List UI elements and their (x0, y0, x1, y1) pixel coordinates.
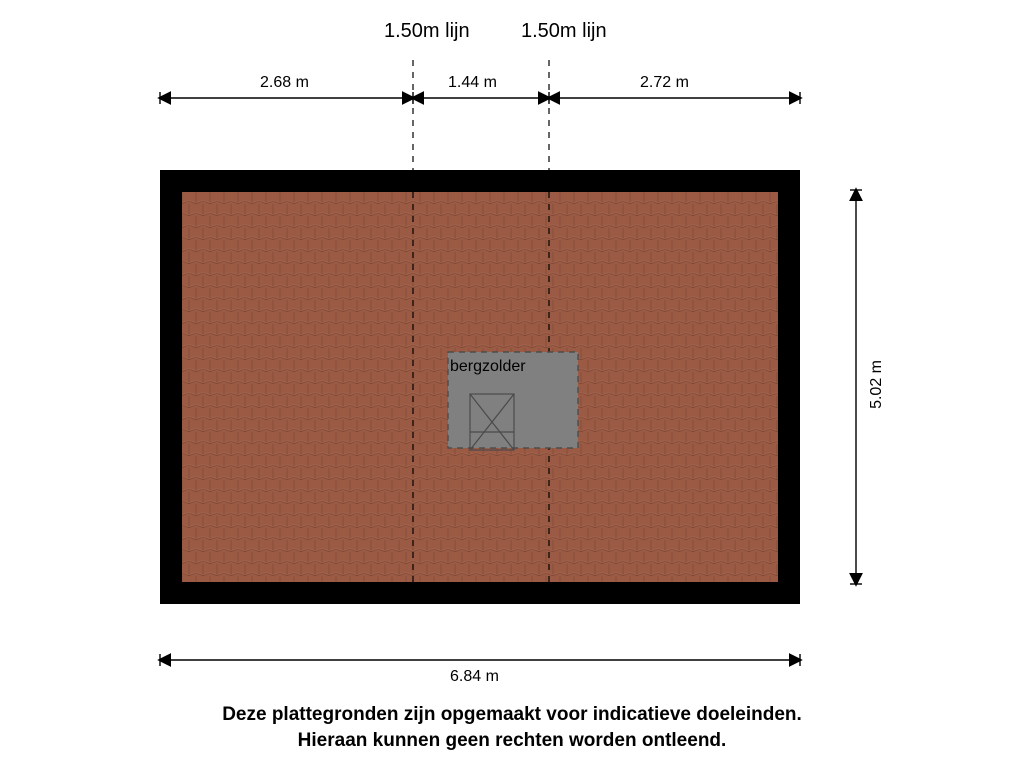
header-label-left: 1.50m lijn (384, 20, 470, 43)
dim-top-group (160, 92, 800, 104)
dim-bottom-label: 6.84 m (450, 668, 499, 686)
dim-top-seg2-label: 1.44 m (448, 74, 497, 92)
dim-top-seg3-label: 2.72 m (640, 74, 689, 92)
dim-top-seg1-label: 2.68 m (260, 74, 309, 92)
header-label-right: 1.50m lijn (521, 20, 607, 43)
dim-bottom-group (160, 654, 800, 666)
disclaimer-line2: Hieraan kunnen geen rechten worden ontle… (0, 728, 1024, 754)
dim-right-label: 5.02 m (868, 360, 886, 409)
disclaimer-line1: Deze plattegronden zijn opgemaakt voor i… (0, 702, 1024, 728)
dim-right-group (850, 190, 862, 584)
opening-label: bergzolder (450, 358, 526, 376)
floorplan-stage: { "canvas": { "width": 1024, "height": 7… (0, 0, 1024, 768)
disclaimer-footer: Deze plattegronden zijn opgemaakt voor i… (0, 702, 1024, 753)
